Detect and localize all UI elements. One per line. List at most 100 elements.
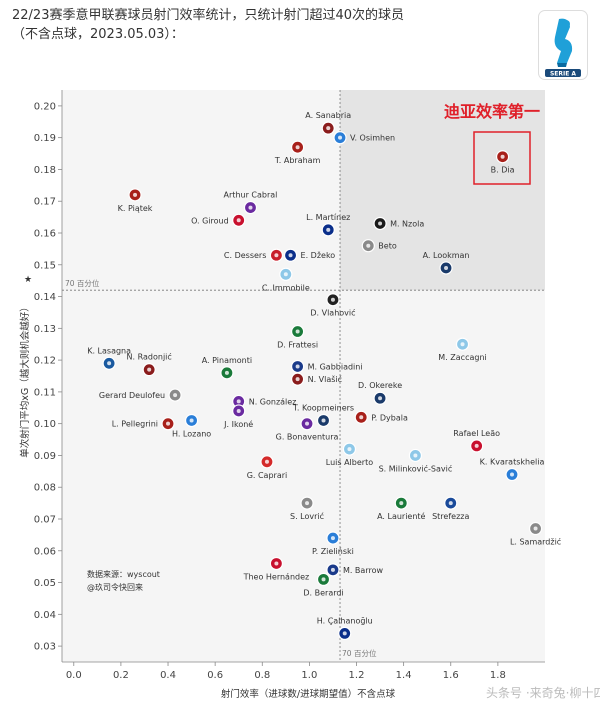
point-label: G. Bonaventura [276, 433, 339, 442]
highlight-box [473, 131, 531, 185]
y-tick-label: 0.08 [34, 483, 56, 494]
point-label: M. Nzola [390, 219, 424, 228]
point-label: G. Caprari [247, 471, 288, 480]
point-label: C. Immobile [262, 283, 310, 292]
x-tick-label: 1.0 [301, 670, 317, 681]
point-label: Rafael Leão [453, 429, 500, 438]
point-badge-dot [236, 399, 241, 404]
point-badge-dot [321, 418, 326, 423]
y-tick-label: 0.04 [34, 610, 56, 621]
point-label: E. Džeko [301, 251, 336, 260]
source-line-1: 数据来源：wyscout [87, 569, 160, 579]
y-tick-label: 0.09 [34, 451, 56, 462]
point-label: A. Pinamonti [202, 356, 252, 365]
point-badge-dot [274, 253, 279, 258]
point-badge-dot [399, 501, 404, 506]
point-label: K. Kvaratskhelia [480, 458, 545, 467]
y-tick-label: 0.20 [34, 101, 56, 112]
point-label: C. Dessers [224, 251, 266, 260]
point-badge-dot [133, 192, 138, 197]
x-tick-label: 1.6 [443, 670, 459, 681]
x-tick-label: 1.8 [490, 670, 506, 681]
x-tick-label: 0.6 [207, 670, 223, 681]
y-tick-label: 0.10 [34, 419, 56, 430]
point-label: N. González [249, 397, 297, 406]
point-label: Strefezza [432, 512, 469, 521]
point-label: P. Dybala [371, 413, 408, 422]
point-badge-dot [173, 393, 178, 398]
point-badge-dot [533, 526, 538, 531]
point-badge-dot [378, 221, 383, 226]
point-badge-dot [295, 364, 300, 369]
point-badge-dot [166, 421, 171, 426]
x-tick-label: 1.2 [349, 670, 365, 681]
point-badge-dot [342, 631, 347, 636]
point-label: Luis Alberto [326, 458, 373, 467]
point-badge-dot [330, 567, 335, 572]
highlight-callout: 迪亚效率第一 [444, 102, 540, 185]
y-tick-label: 0.11 [34, 387, 56, 398]
source-line-2: @玖司令快回来 [87, 582, 143, 592]
point-label: Gerard Deulofeu [99, 391, 165, 400]
point-badge-dot [107, 361, 112, 366]
y-axis: 0.03 0.04 0.05 0.06 0.07 0.08 0.09 0.10 0.11 0.12… [34, 90, 63, 662]
point-label: T. Abraham [274, 156, 321, 165]
point-label: N. Vlašić [308, 374, 342, 384]
point-badge-dot [359, 415, 364, 420]
point-label: D. Okereke [358, 381, 402, 390]
point-label: T. Koopmeiners [292, 403, 354, 412]
point-label: B. Dia [491, 166, 515, 175]
y-tick-label: 0.17 [34, 197, 56, 208]
y-tick-label: 0.05 [34, 578, 56, 589]
point-badge-dot [500, 154, 505, 159]
point-badge-dot [264, 459, 269, 464]
point-badge-dot [326, 227, 331, 232]
point-badge-dot [236, 408, 241, 413]
point-label: A. Sanabria [305, 111, 351, 120]
point-badge-dot [444, 265, 449, 270]
x-axis-title: 射门效率（进球数/进球期望值）不含点球 [221, 688, 396, 700]
plot-background [62, 90, 545, 662]
point-label: H. Çalhanoğlu [317, 616, 373, 625]
point-label: A. Lookman [423, 251, 470, 260]
serie-a-emblem-icon: SERIE A [545, 18, 581, 78]
point-label: O. Giroud [191, 216, 229, 225]
point-badge-dot [330, 536, 335, 541]
title-line-2: （不含点球，2023.05.03）： [12, 27, 184, 42]
point-label: D. Berardi [303, 588, 343, 597]
point-label: S. Lovrić [290, 511, 324, 521]
point-badge-dot [236, 218, 241, 223]
point-badge-dot [248, 205, 253, 210]
x-tick-label: 0.4 [160, 670, 176, 681]
point-badge-dot [326, 126, 331, 131]
point-label: M. Zaccagni [438, 353, 486, 362]
point-label: Arthur Cabral [224, 191, 278, 200]
point-badge-dot [147, 367, 152, 372]
x-axis: 0.0 0.2 0.4 0.6 0.8 1.0 1.2 1.4 1.6 1.8 [62, 661, 545, 681]
highlight-text: 迪亚效率第一 [444, 102, 540, 121]
point-badge-dot [460, 342, 465, 347]
point-label: D. Vlahović [310, 308, 355, 318]
point-label: L. Samardžić [510, 537, 561, 547]
point-badge-dot [474, 443, 479, 448]
x-tick-label: 0.8 [254, 670, 270, 681]
y-tick-label: 0.12 [34, 356, 56, 367]
point-badge-dot [305, 421, 310, 426]
y-tick-label: 0.19 [34, 133, 56, 144]
top-right-quadrant [340, 90, 545, 291]
point-label: M. Barrow [343, 566, 384, 575]
point-label: L. Martínez [306, 213, 350, 222]
point-label: M. Gabbiadini [308, 362, 363, 371]
point-badge-dot [295, 377, 300, 382]
y-tick-label: 0.15 [34, 260, 56, 271]
point-label: A. Laurienté [377, 511, 425, 521]
watermark: 头条号 ·来奇兔·柳十四 [486, 685, 600, 700]
reference-lines: 70 百分位 70 百分位 [62, 90, 545, 662]
point-badge-dot [283, 272, 288, 277]
point-label: S. Milinković-Savić [379, 463, 453, 473]
point-badge-dot [338, 135, 343, 140]
point-badge-dot [366, 243, 371, 248]
y-tick-label: 0.03 [34, 642, 56, 653]
y-percentile-label: 70 百分位 [65, 278, 100, 288]
